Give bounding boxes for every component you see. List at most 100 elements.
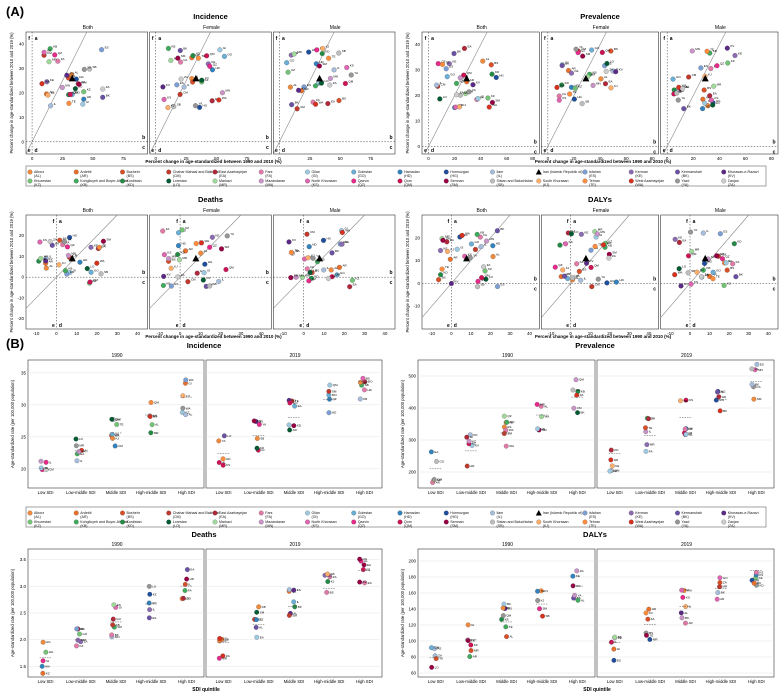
- province-point-label: YA: [354, 71, 358, 75]
- quadrant-c: c: [390, 145, 393, 151]
- legend-marker: [351, 178, 357, 184]
- province-point: [456, 104, 462, 110]
- province-point-label: SM: [116, 418, 121, 422]
- province-point: [448, 281, 454, 287]
- legend-label: Ilam: [497, 511, 504, 515]
- legend-code: (AR): [80, 515, 87, 519]
- province-point: [147, 591, 153, 597]
- province-point-label: TE: [710, 47, 714, 51]
- diagonal-line: [541, 214, 630, 318]
- facet-label: Both: [477, 25, 488, 31]
- province-point-label: KZ: [79, 644, 83, 648]
- legend-marker: [582, 510, 588, 516]
- province-point-label: QM: [605, 48, 610, 52]
- province-point: [707, 93, 713, 99]
- province-point-label: KD: [473, 433, 478, 437]
- x-tick-label: 0: [278, 156, 281, 161]
- province-point: [573, 377, 579, 383]
- province-point-label: BK: [507, 602, 511, 606]
- province-point: [503, 624, 509, 630]
- province-point-label: HD: [83, 258, 88, 262]
- y-tick-label: 30: [415, 68, 421, 73]
- province-point-label: TE: [649, 633, 653, 637]
- province-point-label: WA: [509, 428, 514, 432]
- province-point-label: KB: [166, 281, 170, 285]
- province-point: [39, 81, 45, 87]
- legend-marker: [27, 510, 33, 516]
- quadrant-b: b: [534, 276, 537, 282]
- province-point-label: HD: [652, 607, 657, 611]
- province-point: [645, 616, 651, 622]
- province-point: [174, 82, 180, 88]
- province-point: [207, 63, 213, 69]
- province-point-label: QM: [437, 478, 442, 482]
- province-point: [574, 261, 580, 267]
- province-point-label: TE: [573, 90, 577, 94]
- province-point: [306, 278, 312, 284]
- legend-label: East Azarbayejan: [219, 511, 247, 515]
- province-point: [286, 422, 292, 428]
- quadrant-e: e: [151, 148, 154, 154]
- sdi-category-label: Middle SDI: [106, 490, 126, 495]
- province-point-label: WA: [204, 239, 209, 243]
- province-point-label: MR: [650, 443, 655, 447]
- legend-code: (IL): [497, 174, 502, 178]
- x-tick-label: 75: [368, 156, 374, 161]
- province-point-label: SB: [680, 89, 684, 93]
- province-point: [490, 254, 496, 260]
- province-point: [438, 248, 444, 254]
- province-point-label: KV: [619, 68, 623, 72]
- province-point-label: YA: [601, 275, 605, 279]
- province-point: [672, 272, 678, 278]
- province-point: [489, 71, 495, 77]
- province-point: [599, 49, 605, 55]
- province-point-label: WA: [319, 100, 324, 104]
- legend-marker: [258, 519, 264, 525]
- quadrant-c: c: [653, 286, 656, 292]
- sdi-category-label: Low-middle SDI: [635, 490, 665, 495]
- legend-marker: [120, 178, 125, 184]
- province-point-label: KZ: [259, 618, 263, 622]
- province-point: [600, 242, 606, 248]
- province-point: [501, 413, 507, 419]
- province-point-label: BK: [685, 616, 689, 620]
- province-point: [219, 246, 225, 252]
- province-point-label: QM: [210, 52, 215, 56]
- y-tick-label: 180: [408, 575, 416, 580]
- quadrant-c: c: [142, 280, 145, 286]
- province-point-label: KZ: [472, 439, 476, 443]
- province-point: [327, 396, 332, 402]
- province-point-label: SM: [684, 85, 689, 89]
- province-point-label: ES: [70, 270, 74, 274]
- province-point-label: TE: [102, 243, 106, 247]
- province-point: [613, 69, 619, 75]
- province-point-label: KB: [321, 258, 325, 262]
- province-point-label: HD: [332, 411, 337, 415]
- province-point-label: GO: [595, 46, 600, 50]
- legend-code: (WA): [635, 183, 643, 187]
- province-point-label: BS: [315, 269, 319, 273]
- province-point-label: KZ: [298, 605, 302, 609]
- province-point-label: BS: [259, 420, 263, 424]
- province-point-label: AL: [49, 264, 53, 268]
- y-tick-label: 3.5: [20, 557, 27, 562]
- legend-code: (ZA): [728, 524, 735, 528]
- x-tick-label: -10: [667, 331, 674, 336]
- quadrant-c: c: [266, 280, 269, 286]
- province-point: [287, 427, 293, 433]
- legend-label: South Khorasan: [543, 520, 569, 524]
- province-point-label: IL: [297, 600, 300, 604]
- province-point-label: GI: [460, 245, 463, 249]
- facet-frame: [660, 31, 779, 155]
- iran-national-marker: [463, 254, 471, 262]
- province-point-label: KZ: [488, 267, 492, 271]
- legend-marker: [721, 178, 727, 184]
- province-point-label: SB: [546, 614, 550, 618]
- province-point-label: AL: [293, 83, 297, 87]
- year-facet-label: 2019: [289, 353, 300, 359]
- diagonal-line: [25, 214, 118, 309]
- facet-label: Female: [593, 208, 610, 214]
- x-tick-label: 0: [689, 331, 692, 336]
- quadrant-f: f: [152, 36, 154, 42]
- province-point-label: QM: [485, 274, 490, 278]
